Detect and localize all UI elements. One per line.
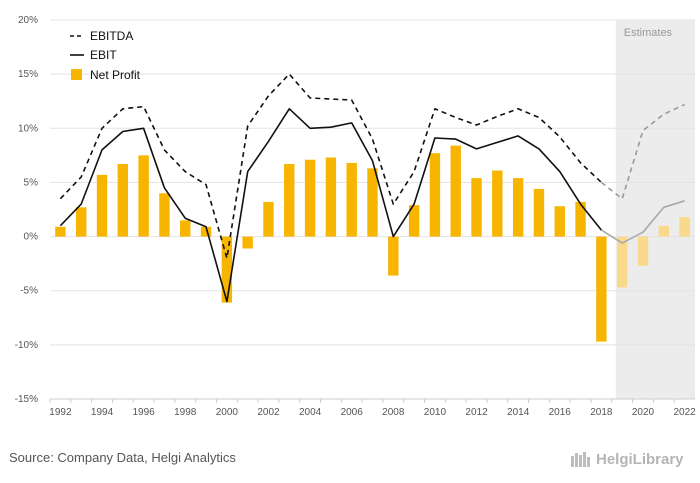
legend-ebit-label: EBIT [90,48,117,62]
net-profit-bar [263,201,274,237]
net-profit-bar [637,236,649,266]
x-axis-ticks: 1992 1994 1996 1998 2000 2002 2004 2006 2008 2010… [49,399,696,418]
net-profit-bars [55,145,690,342]
ebitda-line [59,73,602,260]
net-profit-bar [180,220,191,237]
net-profit-bar [55,226,66,237]
net-profit-bar [575,201,586,237]
y-tick-label: 5% [24,177,39,188]
x-tick-label: 2016 [549,407,572,418]
y-tick-label: 20% [18,15,38,26]
net-profit-bar [117,164,129,237]
y-tick-label: -10% [15,340,38,351]
net-profit-bar [512,178,524,237]
legend-net-profit-swatch [71,69,82,80]
net-profit-bar [388,236,399,276]
net-profit-bar [471,178,482,237]
net-profit-bar [429,153,441,237]
y-tick-label: -5% [20,286,38,297]
net-profit-bar [284,164,295,237]
net-profit-bar [346,162,357,237]
y-tick-label: 0% [24,232,39,243]
library-icon [571,452,590,467]
x-tick-label: 1992 [49,407,72,418]
x-tick-label: 1996 [133,407,156,418]
net-profit-bar [596,236,607,342]
net-profit-bar [367,168,378,237]
ebit-estimate-line [600,200,685,244]
x-tick-label: 2006 [341,407,364,418]
x-tick-label: 2004 [299,407,322,418]
net-profit-bar [200,226,212,237]
net-profit-bar [96,174,108,237]
y-axis-ticks: -15% -10% -5% 0% 5% 10% 15% 20% [15,15,38,405]
net-profit-bar [408,205,420,237]
estimates-label: Estimates [624,27,673,39]
y-tick-label: 10% [18,123,38,134]
net-profit-bar [450,145,461,237]
x-tick-label: 2008 [382,407,405,418]
x-tick-label: 2022 [673,407,696,418]
net-profit-bar [76,207,87,237]
x-tick-label: 1998 [174,407,197,418]
x-tick-label: 2000 [216,407,239,418]
x-tick-label: 2018 [590,407,613,418]
ebit-line [59,108,603,303]
source-note: Source: Company Data, Helgi Analytics [9,450,236,465]
y-tick-label: 15% [18,69,38,80]
x-tick-label: 2014 [507,407,530,418]
legend-ebitda-label: EBITDA [90,29,133,43]
legend: EBITDA EBIT Net Profit [70,29,141,82]
net-profit-bar [658,225,669,237]
brand-name: HelgiLibrary [596,450,684,468]
net-profit-bar [242,236,253,249]
net-profit-bar [616,236,628,288]
x-tick-label: 2020 [632,407,655,418]
net-profit-bar [159,193,170,237]
net-profit-bar [533,188,545,237]
line-series [59,73,685,303]
brand-logo: HelgiLibrary [570,448,684,470]
net-profit-bar [221,236,233,303]
y-tick-label: -15% [15,394,38,405]
estimates-band [615,20,695,399]
x-tick-label: 2012 [465,407,488,418]
net-profit-bar [304,159,316,237]
net-profit-bar [492,170,503,237]
x-tick-label: 2010 [424,407,447,418]
legend-net-profit-label: Net Profit [90,68,141,82]
net-profit-bar [554,206,565,237]
net-profit-bar [325,157,337,237]
net-profit-bar [679,217,690,237]
x-tick-label: 2002 [257,407,280,418]
x-tick-label: 1994 [91,407,114,418]
chart: Estimates -15%-10%-5%0%5%10%15%20% 1992 1… [15,15,697,418]
net-profit-bar [138,155,149,237]
